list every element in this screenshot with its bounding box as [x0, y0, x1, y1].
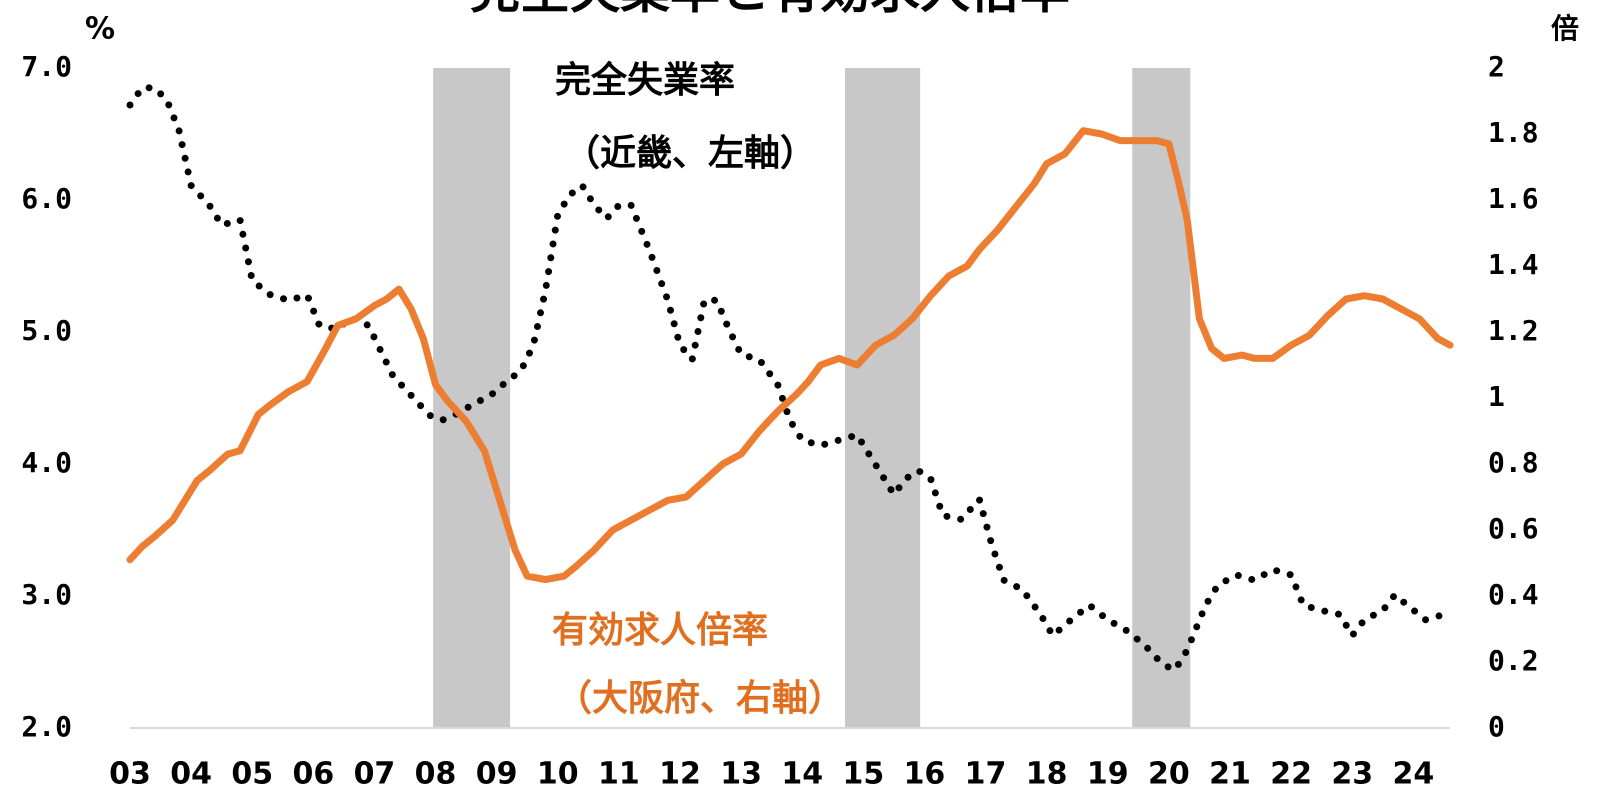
shaded-period [845, 68, 921, 728]
y2-tick-label: 0.8 [1488, 446, 1539, 479]
x-tick-label: 13 [720, 757, 762, 792]
series-line [126, 127, 1454, 583]
x-tick-label: 19 [1087, 757, 1129, 792]
x-tick-label: 06 [292, 757, 334, 792]
y2-tick-label: 2 [1488, 50, 1505, 83]
x-tick-label: 09 [476, 757, 518, 792]
y2-axis-unit: 倍 [1551, 12, 1579, 45]
y-tick-label: 2.0 [21, 710, 72, 743]
x-tick-label: 10 [537, 757, 579, 792]
x-tick-label: 24 [1392, 757, 1434, 792]
y2-tick-label: 1.2 [1488, 314, 1539, 347]
y2-tick-label: 1.6 [1488, 182, 1539, 215]
y-tick-label: 7.0 [21, 50, 72, 83]
x-tick-label: 21 [1209, 757, 1251, 792]
x-tick-label: 18 [1026, 757, 1068, 792]
y-tick-label: 3.0 [21, 578, 72, 611]
y2-tick-label: 0.6 [1488, 512, 1539, 545]
x-tick-label: 05 [231, 757, 273, 792]
x-tick-label: 12 [659, 757, 701, 792]
y-tick-label: 5.0 [21, 314, 72, 347]
y2-tick-label: 0.2 [1488, 644, 1539, 677]
y2-tick-label: 1.4 [1488, 248, 1539, 281]
x-tick-label: 14 [781, 757, 823, 792]
y-tick-label: 6.0 [21, 182, 72, 215]
x-tick-label: 17 [965, 757, 1007, 792]
series-note: （近畿、左軸） [564, 133, 816, 174]
x-tick-label: 23 [1331, 757, 1373, 792]
chart-title: 完全失業率と有効求人倍率 [470, 0, 1070, 20]
x-tick-label: 08 [415, 757, 457, 792]
x-tick-label: 16 [904, 757, 946, 792]
series-line [126, 84, 1448, 674]
x-tick-label: 11 [598, 757, 640, 792]
y2-tick-label: 0 [1488, 710, 1505, 743]
x-tick-label: 15 [842, 757, 884, 792]
x-tick-label: 07 [354, 757, 396, 792]
y2-tick-label: 0.4 [1488, 578, 1539, 611]
y-axis-unit: % [85, 12, 115, 47]
x-tick-label: 20 [1148, 757, 1190, 792]
shaded-period [1132, 68, 1191, 728]
y2-tick-label: 1.8 [1488, 116, 1539, 149]
series-label: 有効求人倍率 [552, 610, 768, 651]
x-tick-label: 03 [109, 757, 151, 792]
y-tick-label: 4.0 [21, 446, 72, 479]
y2-tick-label: 1 [1488, 380, 1505, 413]
x-tick-label: 22 [1270, 757, 1312, 792]
series-label: 完全失業率 [555, 59, 735, 101]
series-note: （大阪府、右軸） [556, 677, 844, 719]
x-tick-label: 04 [170, 757, 212, 792]
